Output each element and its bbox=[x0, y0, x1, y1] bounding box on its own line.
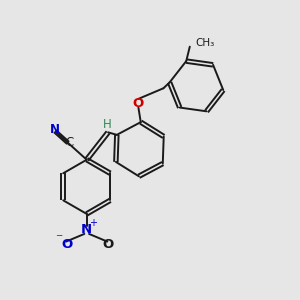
Text: O: O bbox=[61, 238, 73, 251]
Text: CH₃: CH₃ bbox=[195, 38, 214, 48]
Text: O: O bbox=[133, 98, 144, 110]
Text: H: H bbox=[103, 118, 112, 130]
Text: +: + bbox=[89, 218, 97, 228]
Text: C: C bbox=[65, 136, 74, 149]
Text: ⁻: ⁻ bbox=[55, 232, 62, 246]
Text: O: O bbox=[102, 238, 113, 251]
Text: N: N bbox=[50, 123, 60, 136]
Text: N: N bbox=[81, 223, 92, 236]
